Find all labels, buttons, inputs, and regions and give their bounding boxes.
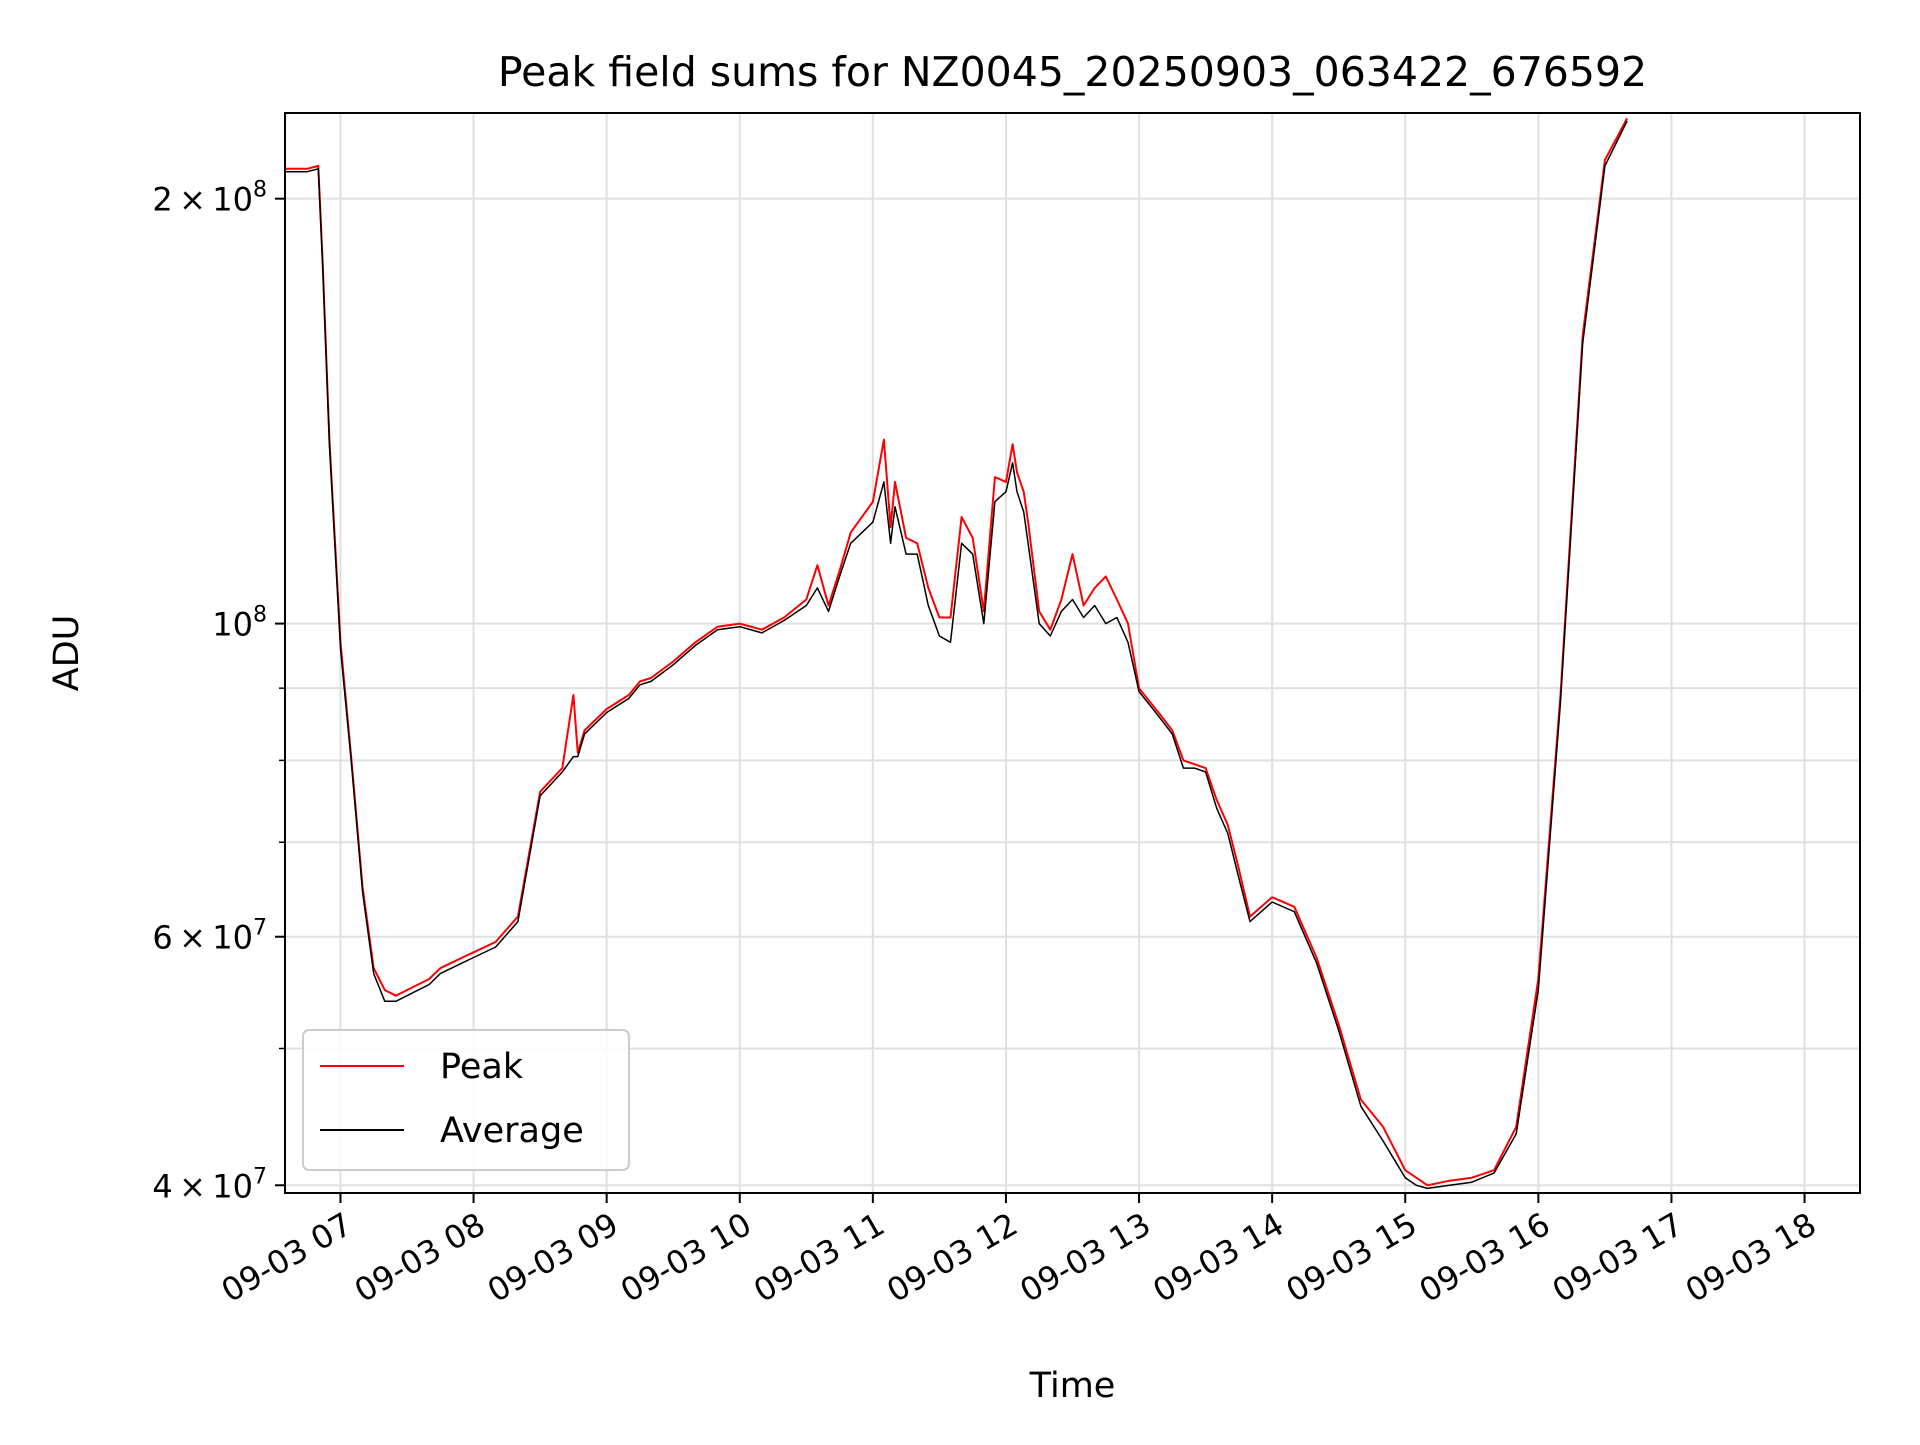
y-tick-label: 4 × 107 xyxy=(152,1164,267,1205)
series-line-peak xyxy=(285,117,1628,1187)
chart-title: Peak field sums for NZ0045_20250903_0634… xyxy=(498,48,1647,96)
x-axis-label: Time xyxy=(1029,1366,1116,1406)
y-tick-label: 6 × 107 xyxy=(152,916,267,957)
series-line-average xyxy=(285,120,1628,1190)
grid xyxy=(285,113,1860,1193)
legend: Peak Average xyxy=(302,1029,630,1171)
legend-entry-average: Average xyxy=(440,1111,584,1151)
y-tick-label: 2 × 108 xyxy=(152,178,267,219)
plot-frame xyxy=(284,112,1861,1194)
y-axis-label: ADU xyxy=(47,615,87,692)
series-lines xyxy=(285,117,1628,1190)
legend-entry-peak: Peak xyxy=(440,1047,524,1087)
